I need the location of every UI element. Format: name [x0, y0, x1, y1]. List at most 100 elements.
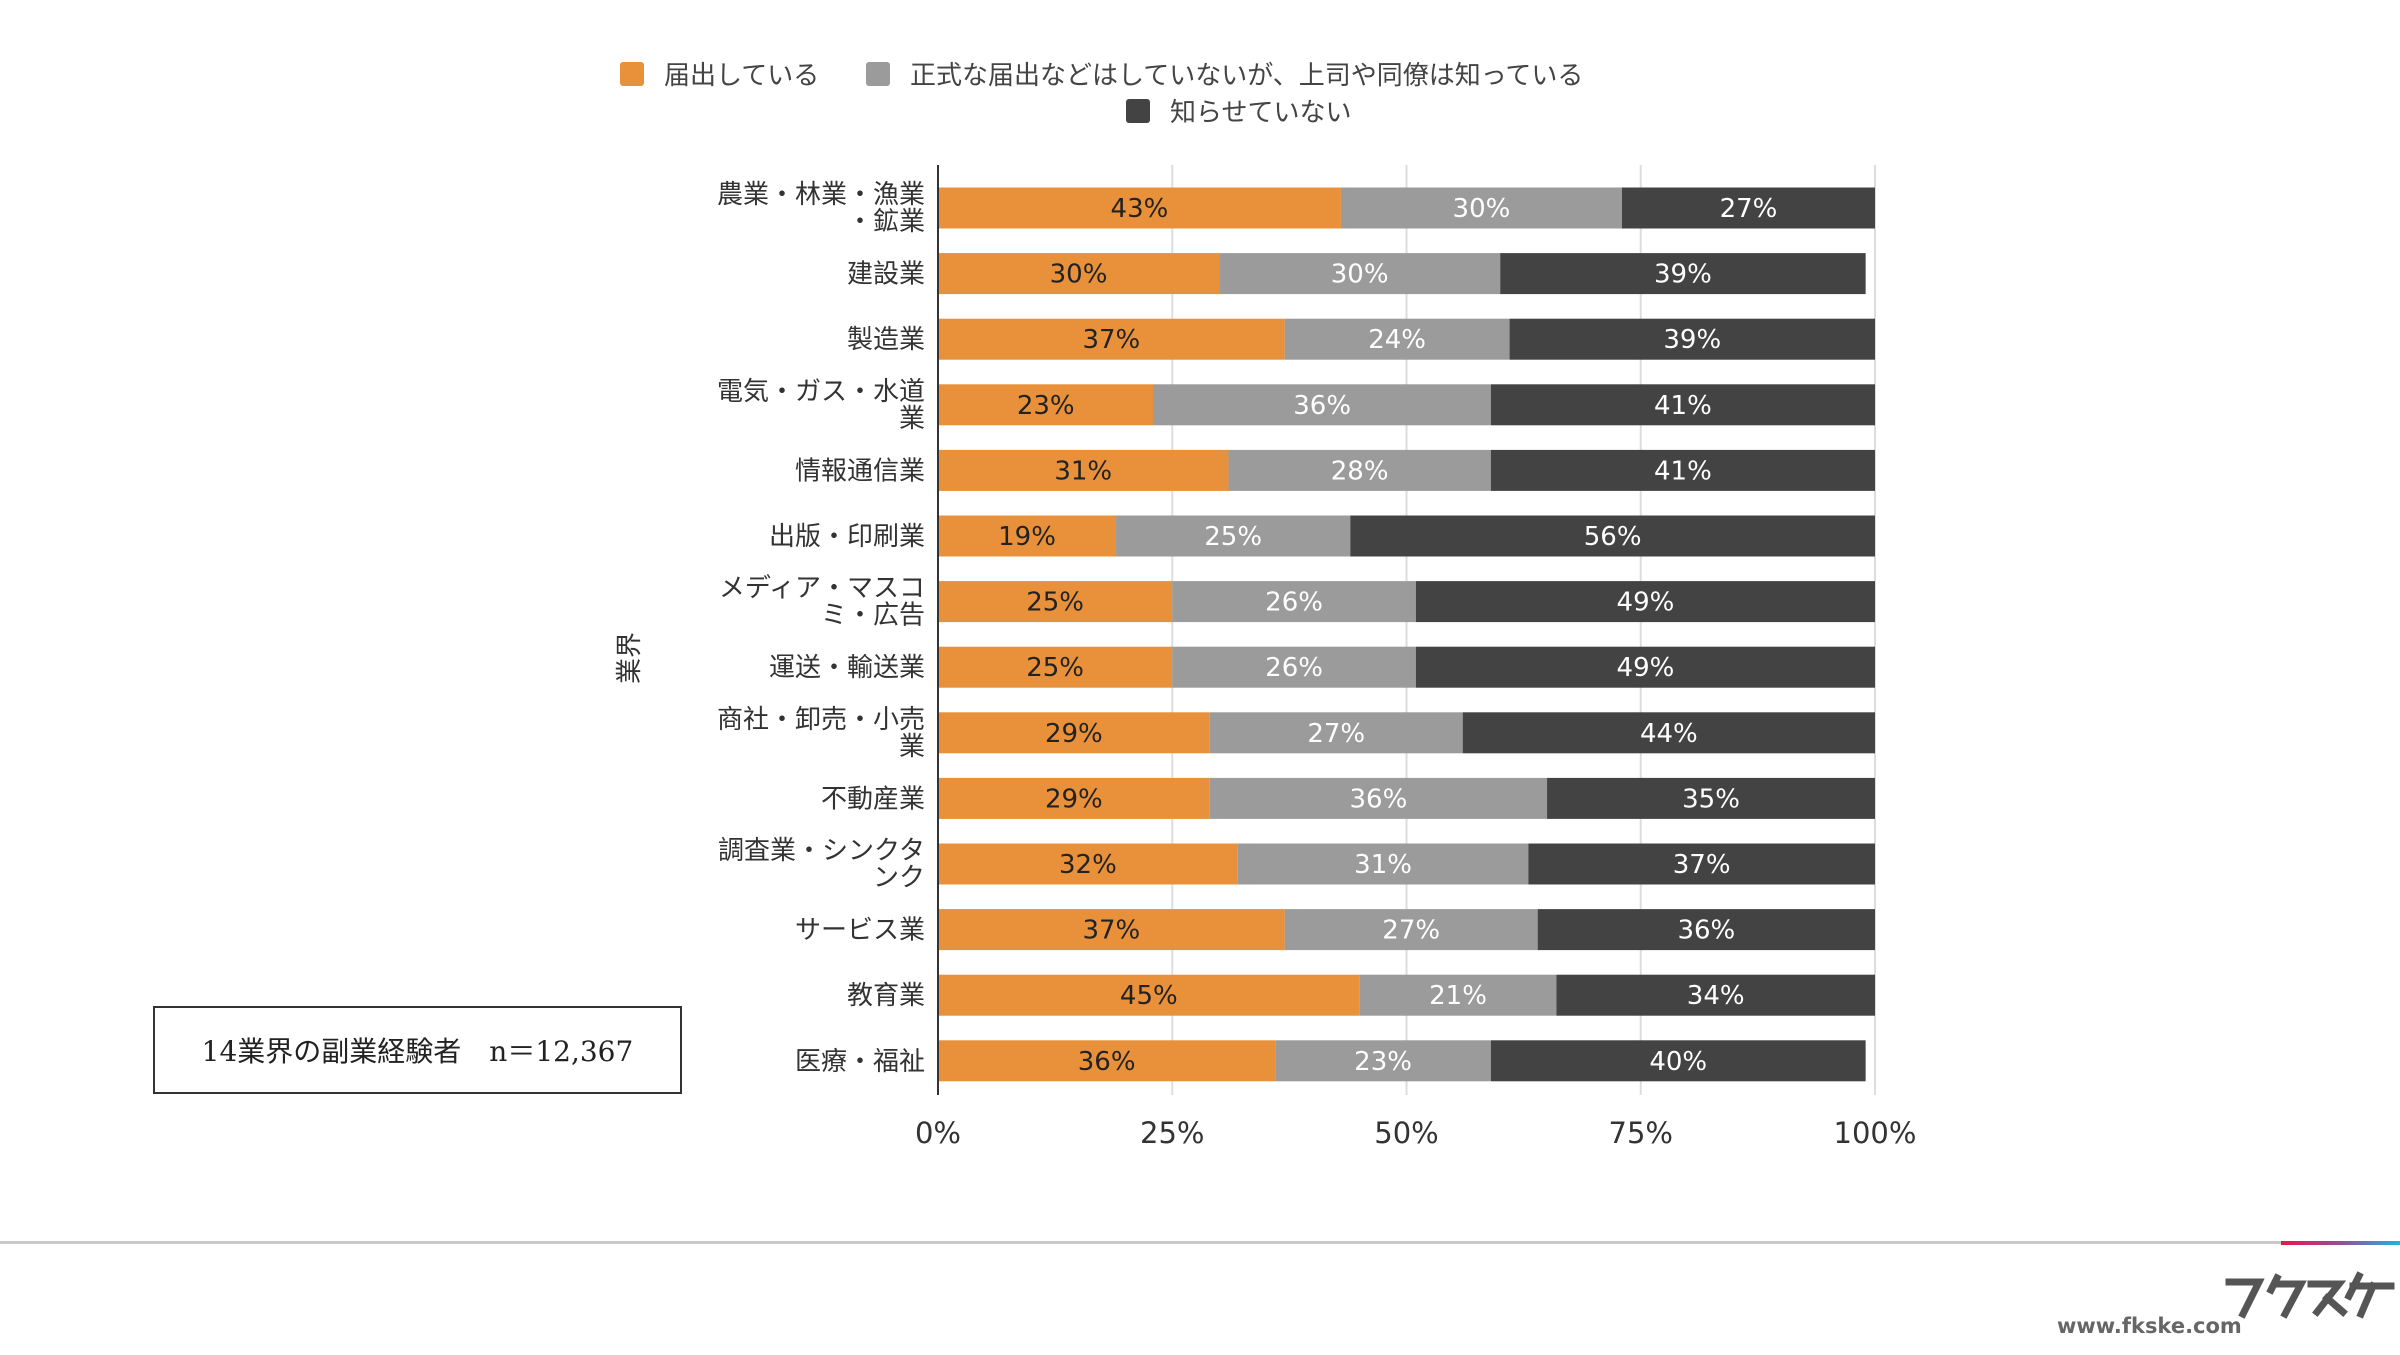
bar-segment — [1228, 449, 1491, 491]
bar-segment — [1490, 384, 1875, 426]
data-label: 26% — [1265, 653, 1323, 683]
data-label: 43% — [1111, 194, 1169, 224]
legend-label: 正式な届出などはしていないが、上司や同僚は知っている — [910, 61, 1584, 91]
category-label: 製造業 — [847, 325, 925, 355]
bar-segment — [1219, 253, 1501, 295]
data-label: 21% — [1429, 981, 1487, 1011]
bar-segment — [1490, 449, 1875, 491]
legend-item-not-informed: 知らせていない — [1126, 92, 1351, 129]
data-label: 26% — [1265, 588, 1323, 618]
data-label: 49% — [1617, 588, 1675, 618]
bar-segment — [1116, 515, 1351, 557]
category-label: 商社・卸売・小売 — [717, 705, 925, 735]
data-label: 27% — [1720, 194, 1778, 224]
sample-note: 14業界の副業経験者 n＝12,367 — [153, 1006, 682, 1094]
bar-segment — [1284, 318, 1510, 360]
data-label: 37% — [1673, 850, 1731, 880]
bar-segment — [1547, 777, 1875, 819]
data-label: 30% — [1331, 260, 1389, 290]
data-label: 27% — [1307, 719, 1365, 749]
data-label: 31% — [1354, 850, 1412, 880]
bar-segment — [1622, 187, 1875, 229]
bar-segment — [1415, 581, 1875, 623]
category-label: 業 — [899, 404, 925, 434]
category-label: 情報通信業 — [795, 456, 925, 486]
category-label: 教育業 — [847, 981, 925, 1011]
data-label: 24% — [1368, 325, 1426, 355]
bar-segment — [938, 515, 1117, 557]
data-label: 36% — [1078, 1047, 1136, 1077]
bar-segment — [938, 909, 1285, 951]
data-label: 37% — [1082, 916, 1140, 946]
bar-segment — [1490, 1040, 1866, 1082]
footer-url[interactable]: www.fkske.com — [2057, 1314, 2242, 1338]
bar-segment — [938, 974, 1360, 1016]
x-tick-label: 25% — [1140, 1116, 1204, 1150]
bar-segment — [1209, 712, 1463, 754]
category-label: ・鉱業 — [847, 207, 925, 237]
category-label: ンク — [873, 863, 925, 893]
data-label: 36% — [1349, 784, 1407, 814]
bar-segment — [938, 384, 1154, 426]
category-label: ミ・広告 — [821, 601, 925, 631]
data-label: 19% — [998, 522, 1056, 552]
data-label: 36% — [1677, 916, 1735, 946]
x-tick-label: 75% — [1609, 1116, 1673, 1150]
data-label: 30% — [1050, 260, 1108, 290]
x-tick-label: 50% — [1374, 1116, 1438, 1150]
category-label: 農業・林業・漁業 — [717, 180, 925, 210]
bar-segment — [1509, 318, 1875, 360]
category-label: 運送・輸送業 — [769, 653, 925, 683]
category-label: 調査業・シンクタ — [718, 836, 925, 866]
bar-segment — [938, 581, 1173, 623]
bar-segment — [938, 712, 1210, 754]
legend-swatch — [1126, 98, 1150, 123]
bar-segment — [938, 318, 1285, 360]
category-label: 業 — [899, 732, 925, 762]
bar-segment — [1500, 253, 1866, 295]
bar-segment — [1415, 646, 1875, 688]
bar-segment — [938, 1040, 1276, 1082]
data-label: 35% — [1682, 784, 1740, 814]
data-label: 30% — [1453, 194, 1511, 224]
data-label: 28% — [1331, 456, 1389, 486]
bar-segment — [938, 777, 1210, 819]
bar-segment — [1153, 384, 1491, 426]
bar-segment — [938, 253, 1220, 295]
x-tick-label: 0% — [915, 1116, 961, 1150]
bar-segment — [1275, 1040, 1491, 1082]
data-label: 23% — [1017, 391, 1075, 421]
bar-segment — [1340, 187, 1623, 229]
category-label: 不動産業 — [821, 784, 925, 814]
bar-segment — [1284, 909, 1538, 951]
bar-segment — [1237, 843, 1529, 885]
data-label: 27% — [1382, 916, 1440, 946]
category-label: 出版・印刷業 — [769, 522, 925, 552]
legend-item-informal: 正式な届出などはしていないが、上司や同僚は知っている — [866, 55, 1583, 92]
data-label: 36% — [1293, 391, 1351, 421]
data-label: 32% — [1059, 850, 1117, 880]
bar-segment — [1359, 974, 1557, 1016]
data-label: 41% — [1654, 456, 1712, 486]
data-label: 31% — [1054, 456, 1112, 486]
data-label: 29% — [1045, 784, 1103, 814]
legend-label: 届出している — [664, 61, 820, 91]
category-label: メディア・マスコ — [719, 574, 925, 604]
bar-segment — [1209, 777, 1548, 819]
data-label: 44% — [1640, 719, 1698, 749]
data-label: 40% — [1649, 1047, 1707, 1077]
data-label: 45% — [1120, 981, 1178, 1011]
x-tick-label: 100% — [1834, 1116, 1917, 1150]
bar-segment — [1350, 515, 1875, 557]
data-label: 29% — [1045, 719, 1103, 749]
fukusuke-logo — [2225, 1271, 2395, 1319]
bar-segment — [938, 646, 1173, 688]
bar-segment — [1172, 646, 1416, 688]
category-label: 電気・ガス・水道 — [717, 377, 925, 407]
legend-label: 知らせていない — [1170, 98, 1352, 128]
footer-accent-line — [2281, 1241, 2400, 1245]
bar-segment — [938, 843, 1238, 885]
legend-swatch — [866, 61, 890, 86]
data-label: 34% — [1687, 981, 1745, 1011]
category-label: 建設業 — [847, 260, 925, 290]
